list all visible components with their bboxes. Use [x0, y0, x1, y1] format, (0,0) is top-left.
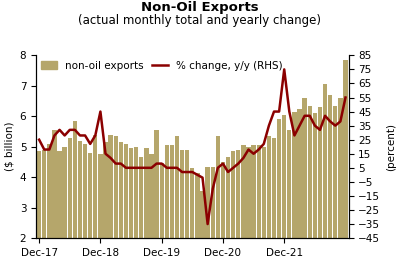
- Bar: [180, 150, 184, 262]
- Bar: [78, 141, 82, 262]
- Bar: [323, 84, 327, 262]
- Bar: [68, 138, 72, 262]
- Bar: [262, 147, 266, 262]
- Bar: [318, 107, 322, 262]
- Bar: [282, 115, 286, 262]
- Bar: [42, 150, 46, 262]
- Bar: [256, 145, 261, 262]
- Bar: [175, 136, 179, 262]
- Bar: [93, 134, 98, 262]
- Text: Non-Oil Exports: Non-Oil Exports: [141, 1, 259, 14]
- Bar: [73, 121, 77, 262]
- Bar: [119, 142, 123, 262]
- Bar: [57, 151, 62, 262]
- Bar: [37, 151, 41, 262]
- Bar: [210, 167, 215, 262]
- Bar: [221, 162, 225, 262]
- Bar: [124, 144, 128, 262]
- Y-axis label: ($ billion): ($ billion): [4, 122, 14, 171]
- Bar: [139, 157, 144, 262]
- Bar: [308, 106, 312, 262]
- Bar: [236, 150, 240, 262]
- Bar: [114, 136, 118, 262]
- Bar: [103, 142, 108, 262]
- Bar: [98, 154, 102, 262]
- Bar: [83, 144, 87, 262]
- Bar: [328, 95, 332, 262]
- Bar: [185, 150, 189, 262]
- Bar: [277, 119, 281, 262]
- Bar: [149, 154, 154, 262]
- Bar: [195, 173, 200, 262]
- Bar: [47, 144, 52, 262]
- Bar: [52, 130, 57, 262]
- Bar: [241, 145, 246, 262]
- Bar: [246, 147, 251, 262]
- Bar: [134, 147, 138, 262]
- Bar: [267, 136, 271, 262]
- Bar: [129, 148, 133, 262]
- Bar: [62, 147, 67, 262]
- Bar: [154, 130, 159, 262]
- Bar: [287, 130, 292, 262]
- Bar: [343, 60, 348, 262]
- Bar: [297, 109, 302, 262]
- Y-axis label: (percent): (percent): [386, 123, 396, 171]
- Text: (actual monthly total and yearly change): (actual monthly total and yearly change): [78, 14, 322, 28]
- Bar: [231, 151, 235, 262]
- Bar: [216, 136, 220, 262]
- Bar: [226, 157, 230, 262]
- Bar: [170, 145, 174, 262]
- Bar: [190, 168, 194, 262]
- Bar: [88, 153, 92, 262]
- Legend: non-oil exports, % change, y/y (RHS): non-oil exports, % change, y/y (RHS): [41, 61, 283, 70]
- Bar: [160, 163, 164, 262]
- Bar: [206, 167, 210, 262]
- Bar: [333, 106, 338, 262]
- Bar: [272, 138, 276, 262]
- Bar: [144, 148, 148, 262]
- Bar: [338, 98, 342, 262]
- Bar: [313, 113, 317, 262]
- Bar: [108, 134, 113, 262]
- Bar: [292, 112, 297, 262]
- Bar: [200, 191, 205, 262]
- Bar: [302, 98, 307, 262]
- Bar: [252, 145, 256, 262]
- Bar: [165, 145, 169, 262]
